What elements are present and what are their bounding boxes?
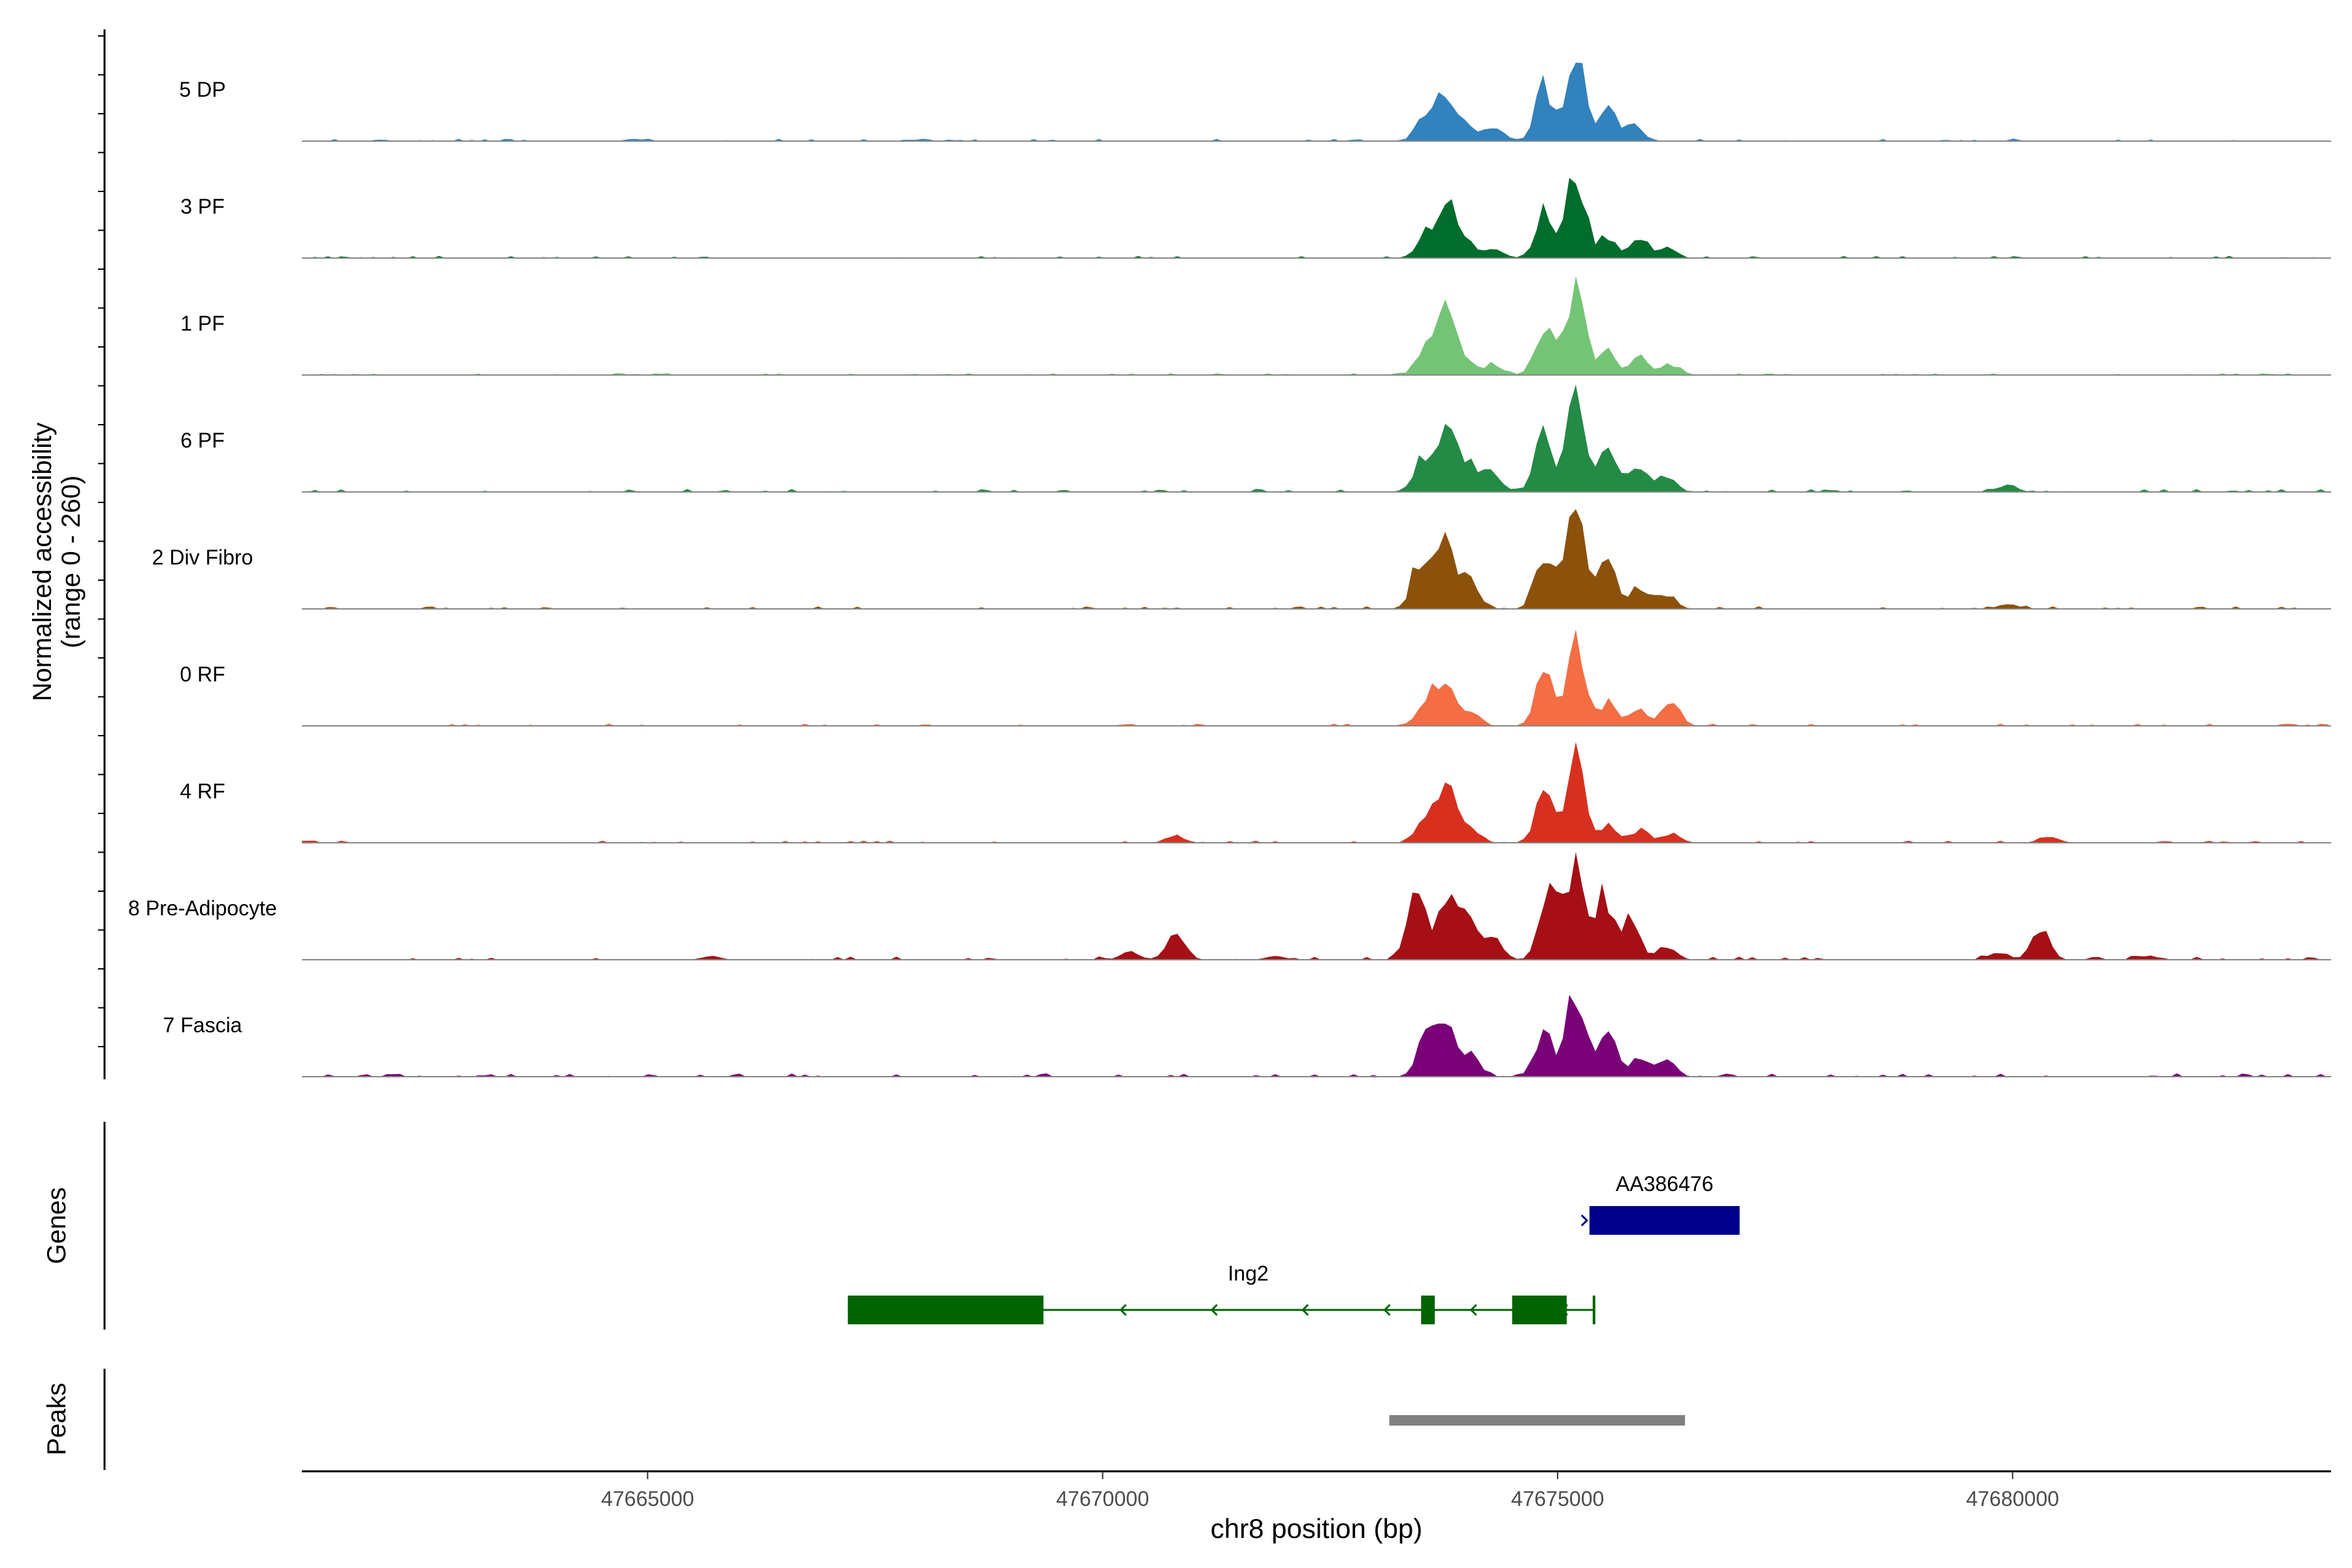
gene-1: Ing2 — [847, 1262, 1595, 1324]
x-tick-label: 47680000 — [1966, 1487, 2059, 1511]
peaks-label: Peaks — [42, 1382, 71, 1455]
x-axis-title: chr8 position (bp) — [1211, 1513, 1423, 1544]
track-4: 2 Div Fibro — [152, 509, 2331, 610]
gene-0: AA386476 — [1580, 1172, 1740, 1235]
track-area — [302, 276, 2331, 375]
gene-annotations: AA386476 Ing2 — [847, 1172, 1740, 1324]
track-8: 7 Fascia — [163, 994, 2331, 1077]
peak-regions — [1389, 1415, 1686, 1426]
x-tick-label: 47665000 — [601, 1487, 694, 1511]
y-axis-subtitle: (range 0 - 260) — [57, 476, 86, 649]
track-6: 4 RF — [180, 742, 2331, 843]
y-axis-title: Normalized accessibility — [28, 423, 57, 702]
gene-exon — [847, 1296, 1044, 1324]
track-5: 0 RF — [180, 629, 2331, 727]
track-area — [302, 384, 2331, 492]
strand-arrow — [1210, 1303, 1218, 1316]
track-area — [302, 509, 2331, 609]
track-area — [302, 178, 2331, 258]
x-tick-label: 47675000 — [1511, 1487, 1604, 1511]
gene-exon — [1421, 1296, 1435, 1324]
gene-label: AA386476 — [1616, 1172, 1713, 1196]
track-label: 1 PF — [180, 312, 225, 335]
strand-arrow — [1383, 1303, 1391, 1316]
strand-arrow — [1560, 1303, 1569, 1316]
track-3: 6 PF — [180, 384, 2331, 493]
track-label: 6 PF — [180, 429, 225, 452]
track-label: 0 RF — [180, 662, 225, 686]
track-label: 7 Fascia — [163, 1013, 242, 1037]
x-tick-label: 47670000 — [1056, 1487, 1149, 1511]
track-1: 3 PF — [180, 178, 2331, 259]
strand-arrow — [1119, 1303, 1127, 1316]
coverage-tracks: 5 DP 3 PF 1 PF 6 PF 2 Div Fibro 0 RF 4 RF 8 Pre… — [128, 62, 2331, 1077]
track-0: 5 DP — [179, 62, 2331, 142]
gene-label: Ing2 — [1228, 1262, 1268, 1285]
strand-arrow — [1580, 1214, 1588, 1227]
coverage-y-ticks — [98, 35, 105, 1047]
track-label: 8 Pre-Adipocyte — [128, 896, 277, 920]
gene-exon — [1512, 1296, 1567, 1324]
gene-exon — [1589, 1206, 1740, 1235]
x-axis-ticks: 47665000 47670000 47675000 47680000 — [601, 1471, 2059, 1511]
track-label: 2 Div Fibro — [152, 546, 253, 569]
track-area — [302, 62, 2331, 141]
track-label: 5 DP — [179, 78, 225, 101]
track-area — [302, 742, 2331, 843]
strand-arrow — [1301, 1303, 1309, 1316]
track-area — [302, 852, 2331, 960]
strand-arrow — [1469, 1303, 1477, 1316]
track-area — [302, 994, 2331, 1077]
track-7: 8 Pre-Adipocyte — [128, 852, 2331, 960]
genes-label: Genes — [42, 1187, 71, 1264]
track-area — [302, 629, 2331, 726]
track-2: 1 PF — [180, 276, 2331, 376]
track-label: 4 RF — [180, 779, 225, 803]
peak-region — [1389, 1415, 1686, 1426]
track-label: 3 PF — [180, 195, 225, 218]
